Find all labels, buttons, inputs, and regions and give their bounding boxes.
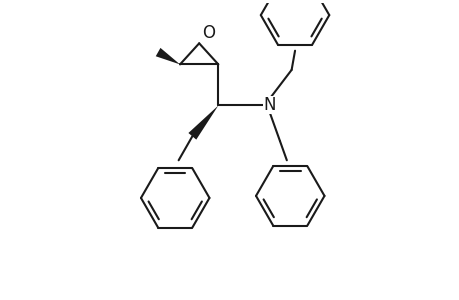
Polygon shape	[156, 48, 179, 64]
Text: O: O	[202, 24, 214, 42]
Polygon shape	[188, 106, 218, 140]
Text: N: N	[263, 97, 275, 115]
